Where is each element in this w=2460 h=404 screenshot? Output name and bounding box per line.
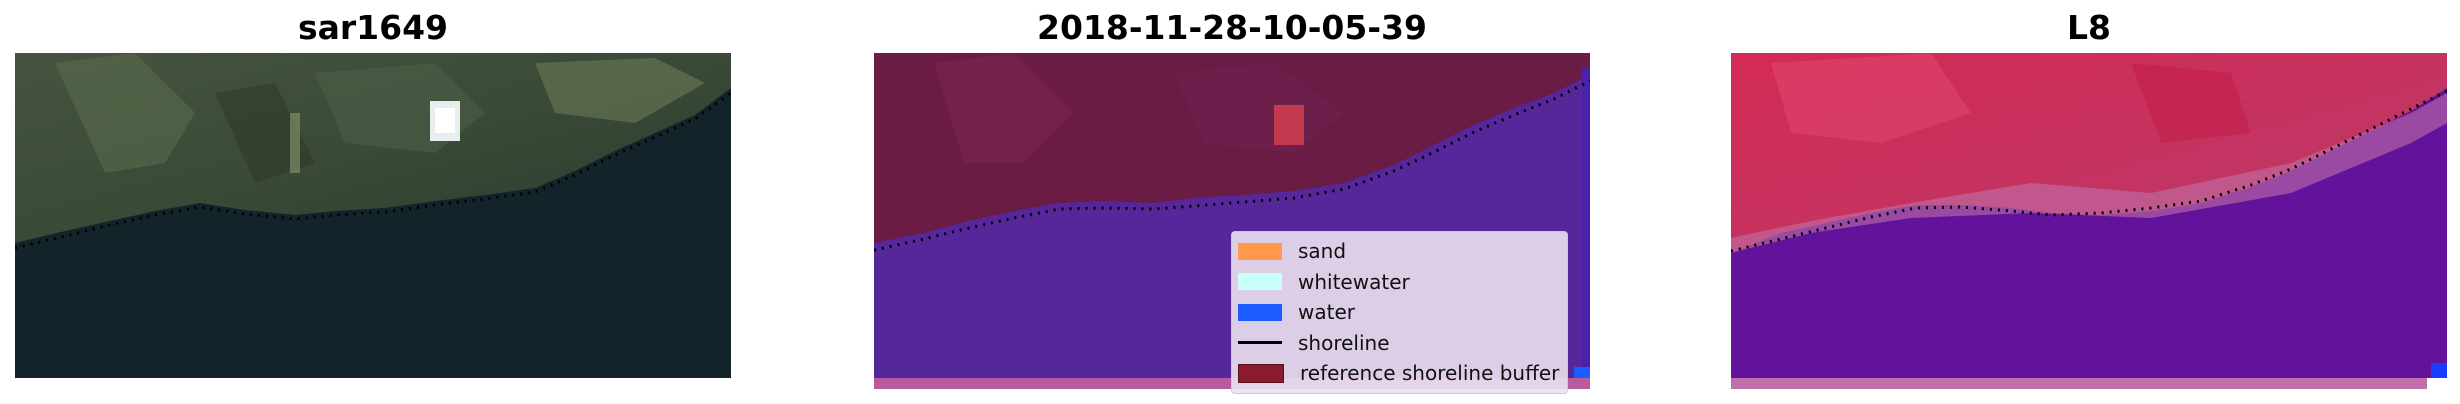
legend-label: shoreline [1298,330,1390,355]
legend-item-sand: sand [1238,236,1559,267]
l8-image [1731,53,2447,389]
legend-label: whitewater [1298,269,1410,294]
sand-swatch [1238,242,1282,260]
panel-rgb: sar1649 [15,0,731,404]
legend-label: water [1298,300,1355,325]
legend-item-water: water [1238,297,1559,328]
reference-buffer-swatch [1238,363,1284,383]
legend-label: sand [1298,239,1347,264]
panel-classified: 2018-11-28-10-05-39 sand whitewater wate… [874,0,1590,404]
water-swatch [1238,303,1282,321]
shoreline-line-swatch [1238,341,1282,345]
panel-title: sar1649 [297,8,449,47]
rgb-image [15,53,731,378]
panel-title: L8 [2067,8,2111,47]
panel-l8: L8 [1731,0,2447,404]
legend: sand whitewater water shoreline referenc… [1231,231,1569,394]
legend-item-reference-buffer: reference shoreline buffer [1238,358,1559,389]
whitewater-swatch [1238,273,1282,291]
legend-item-shoreline: shoreline [1238,328,1559,359]
legend-label: reference shoreline buffer [1300,361,1560,386]
panel-title: 2018-11-28-10-05-39 [1037,8,1427,47]
legend-item-whitewater: whitewater [1238,267,1559,298]
